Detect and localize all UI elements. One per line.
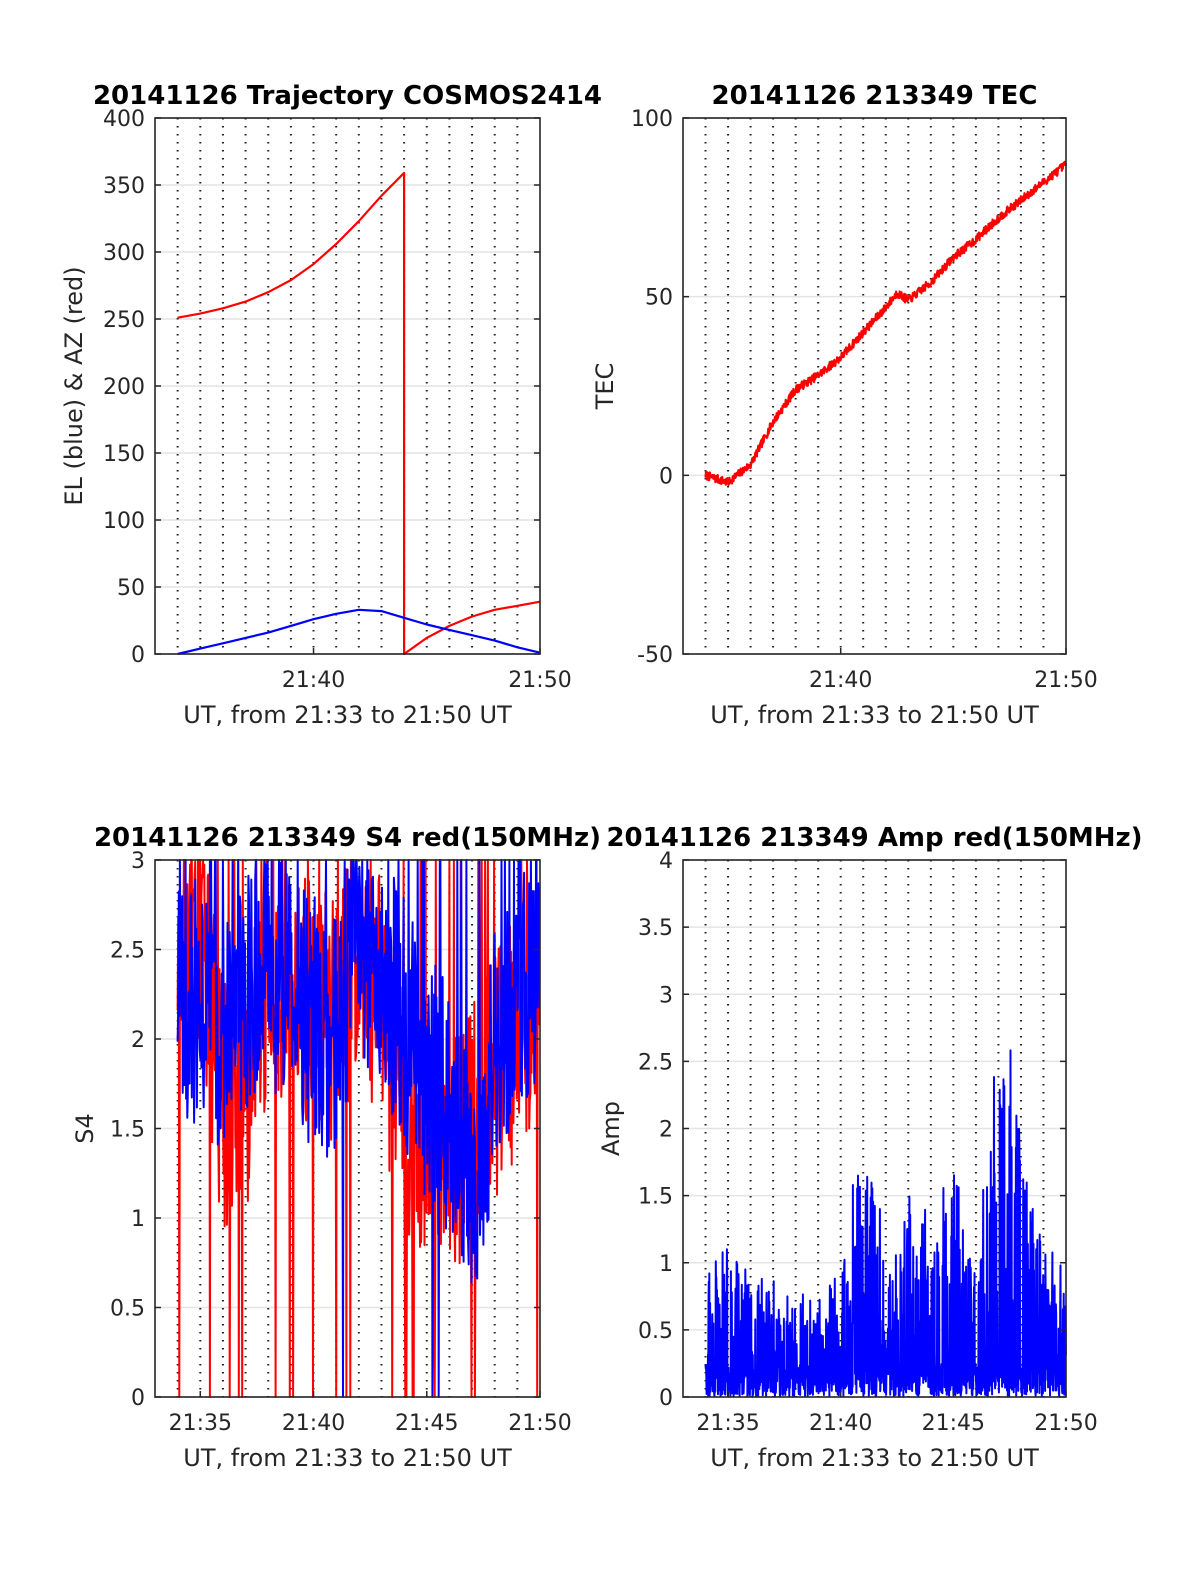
y-tick-label: 3 bbox=[659, 983, 673, 1008]
series-line-2 bbox=[177, 608, 541, 656]
y-axis-label: TEC bbox=[591, 363, 619, 411]
y-tick-label: 50 bbox=[645, 286, 673, 311]
x-tick-label: 21:50 bbox=[1034, 668, 1097, 693]
y-tick-label: 0 bbox=[659, 464, 673, 489]
y-tick-label: 0 bbox=[659, 1386, 673, 1411]
y-tick-label: 3 bbox=[131, 849, 145, 874]
x-tick-label: 21:45 bbox=[922, 1411, 985, 1436]
y-tick-label: 400 bbox=[103, 107, 145, 132]
x-tick-label: 21:40 bbox=[809, 668, 872, 693]
chart-1: 0 50 100 150 200 250 300 350 400 21:40 21:50 201411… bbox=[60, 81, 602, 729]
y-tick-label: 200 bbox=[103, 375, 145, 400]
y-tick-label: 2.5 bbox=[110, 939, 145, 964]
y-axis-label: EL (blue) & AZ (red) bbox=[60, 266, 88, 505]
series-line-2 bbox=[176, 859, 541, 1398]
x-tick-label: 21:35 bbox=[696, 1411, 759, 1436]
y-tick-label: 100 bbox=[103, 509, 145, 534]
chart-3: 0 0.5 1 1.5 2 2.5 3 21:35 21:40 21:45 21:50 2014112… bbox=[71, 823, 601, 1472]
y-tick-label: 2 bbox=[659, 1118, 673, 1143]
y-tick-label: 2 bbox=[131, 1028, 145, 1053]
chart-title: 20141126 213349 Amp red(150MHz) bbox=[606, 823, 1142, 853]
y-tick-label: 1.5 bbox=[638, 1185, 673, 1210]
y-tick-label: 4 bbox=[659, 849, 673, 874]
x-axis-label: UT, from 21:33 to 21:50 UT bbox=[710, 1444, 1039, 1472]
y-tick-label: 1.5 bbox=[110, 1118, 145, 1143]
x-tick-label: 21:50 bbox=[1034, 1411, 1097, 1436]
y-tick-label: 50 bbox=[117, 576, 145, 601]
y-tick-label: 150 bbox=[103, 442, 145, 467]
x-axis-label: UT, from 21:33 to 21:50 UT bbox=[710, 701, 1039, 729]
x-axis-label: UT, from 21:33 to 21:50 UT bbox=[183, 1444, 512, 1472]
chart-title: 20141126 213349 S4 red(150MHz) bbox=[94, 823, 601, 853]
series-line-1 bbox=[704, 1049, 1067, 1398]
y-tick-label: 0.5 bbox=[110, 1297, 145, 1322]
y-tick-label: 0 bbox=[131, 1386, 145, 1411]
y-tick-label: 300 bbox=[103, 241, 145, 266]
y-axis-label: S4 bbox=[71, 1113, 99, 1144]
x-tick-label: 21:40 bbox=[282, 668, 345, 693]
y-tick-label: 250 bbox=[103, 308, 145, 333]
x-tick-label: 21:45 bbox=[395, 1411, 458, 1436]
x-tick-label: 21:40 bbox=[282, 1411, 345, 1436]
x-tick-label: 21:50 bbox=[508, 668, 571, 693]
x-axis-label: UT, from 21:33 to 21:50 UT bbox=[183, 701, 512, 729]
chart-4: 0 0.5 1 1.5 2 2.5 3 3.5 4 21:35 21:40 21:45 21:50 201… bbox=[597, 823, 1143, 1472]
series-line-1 bbox=[704, 160, 1068, 486]
y-tick-label: 100 bbox=[631, 107, 673, 132]
y-tick-label: -50 bbox=[637, 643, 673, 668]
y-axis-label: Amp bbox=[597, 1101, 625, 1156]
chart-title: 20141126 213349 TEC bbox=[712, 81, 1038, 111]
y-tick-label: 0 bbox=[131, 643, 145, 668]
y-tick-label: 1 bbox=[131, 1207, 145, 1232]
y-tick-label: 2.5 bbox=[638, 1050, 673, 1075]
x-tick-label: 21:50 bbox=[508, 1411, 571, 1436]
y-tick-label: 3.5 bbox=[638, 916, 673, 941]
y-tick-label: 0.5 bbox=[638, 1319, 673, 1344]
y-tick-label: 350 bbox=[103, 174, 145, 199]
chart-2: -50 0 50 100 21:40 21:50 20141126 213349 TEC UT… bbox=[591, 81, 1098, 729]
chart-title: 20141126 Trajectory COSMOS2414 bbox=[93, 81, 602, 111]
y-tick-label: 1 bbox=[659, 1252, 673, 1277]
axes-box bbox=[682, 117, 1067, 655]
series-line-1 bbox=[177, 171, 541, 656]
x-tick-label: 21:35 bbox=[169, 1411, 232, 1436]
x-tick-label: 21:40 bbox=[809, 1411, 872, 1436]
